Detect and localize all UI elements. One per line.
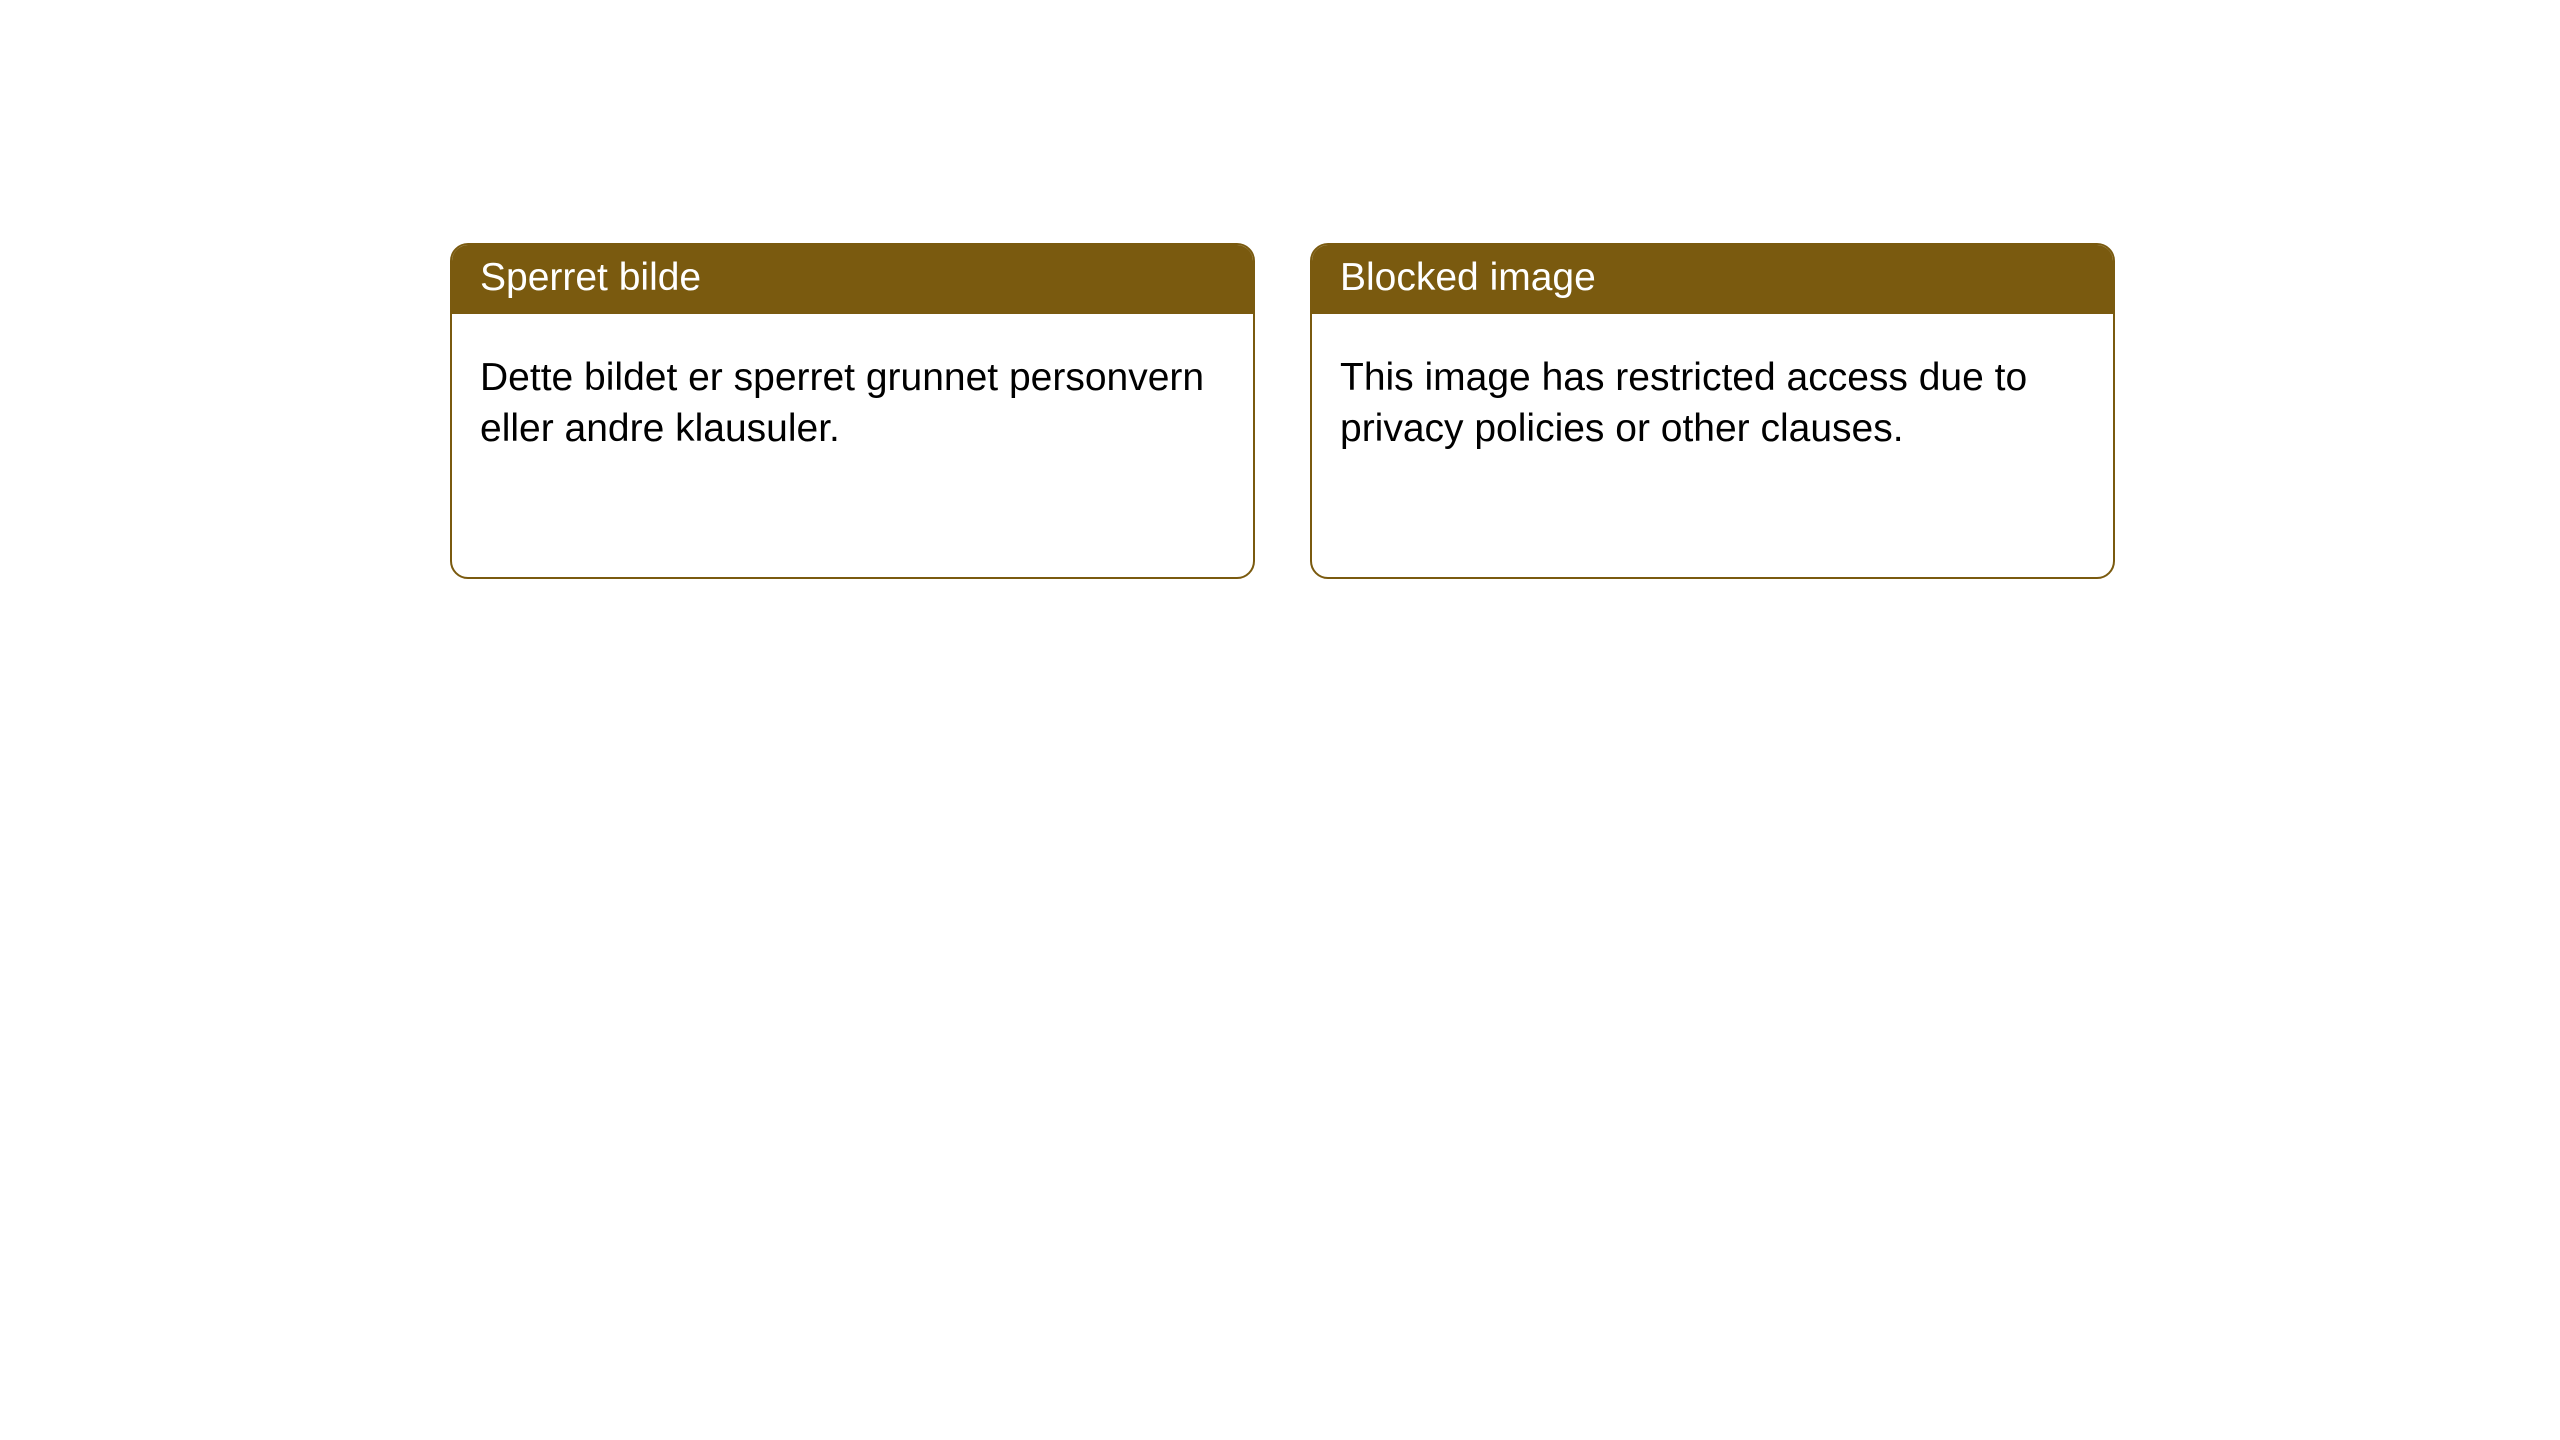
notice-card-norwegian: Sperret bilde Dette bildet er sperret gr…: [450, 243, 1255, 579]
card-body-text: Dette bildet er sperret grunnet personve…: [480, 356, 1204, 450]
cards-container: Sperret bilde Dette bildet er sperret gr…: [0, 0, 2560, 579]
card-title: Sperret bilde: [480, 256, 701, 299]
card-body: Dette bildet er sperret grunnet personve…: [452, 314, 1253, 483]
card-title: Blocked image: [1340, 256, 1596, 299]
card-header: Blocked image: [1312, 245, 2113, 314]
notice-card-english: Blocked image This image has restricted …: [1310, 243, 2115, 579]
card-body-text: This image has restricted access due to …: [1340, 356, 2027, 450]
card-header: Sperret bilde: [452, 245, 1253, 314]
card-body: This image has restricted access due to …: [1312, 314, 2113, 483]
